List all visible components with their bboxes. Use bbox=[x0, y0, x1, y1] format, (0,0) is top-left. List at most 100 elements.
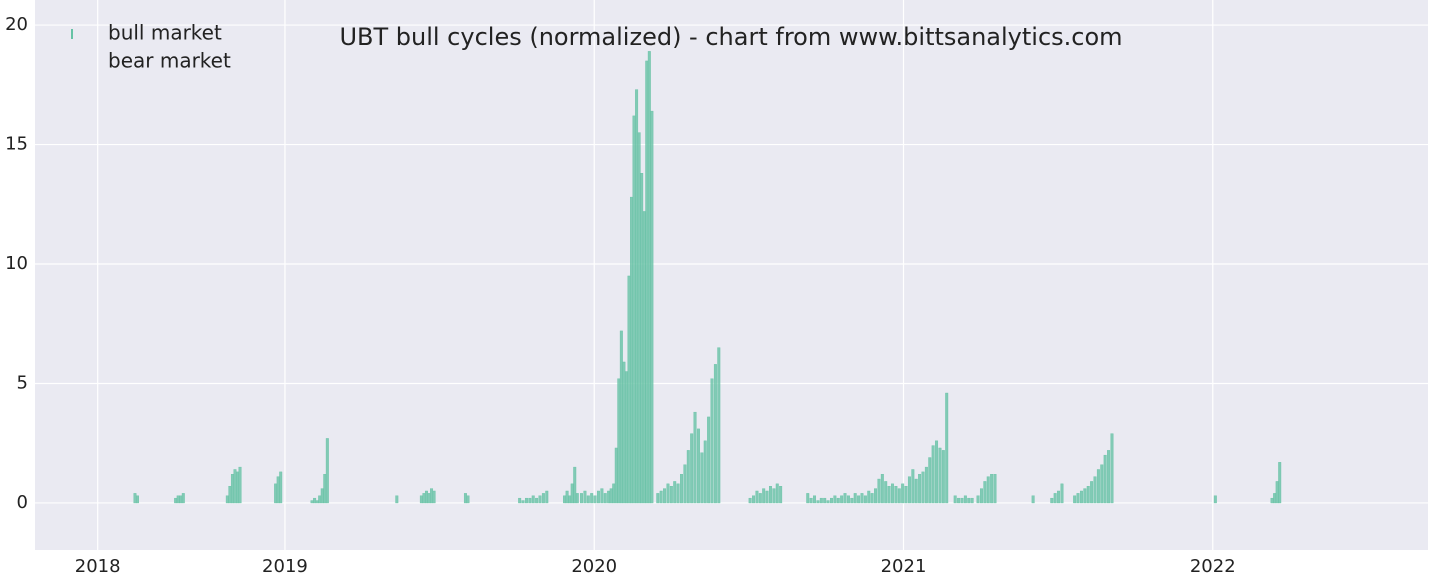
bar bbox=[857, 495, 861, 504]
bar bbox=[323, 474, 327, 504]
bar bbox=[320, 488, 324, 504]
bars bbox=[133, 51, 1282, 504]
bar bbox=[1100, 464, 1104, 504]
bar bbox=[624, 371, 628, 504]
bar bbox=[928, 457, 932, 504]
y-tick-label: 15 bbox=[5, 134, 28, 155]
bar bbox=[1073, 495, 1077, 504]
bar bbox=[707, 416, 711, 504]
bar bbox=[935, 440, 939, 504]
bar bbox=[840, 495, 844, 504]
bar bbox=[573, 466, 577, 504]
bar bbox=[860, 493, 864, 504]
bar bbox=[693, 411, 697, 504]
bar bbox=[583, 490, 587, 504]
bar bbox=[914, 478, 918, 504]
bar bbox=[850, 497, 854, 504]
grid bbox=[35, 0, 1428, 550]
bar bbox=[1060, 483, 1064, 504]
x-tick-label: 2020 bbox=[571, 556, 617, 577]
bar bbox=[318, 495, 322, 504]
bar bbox=[1096, 469, 1100, 504]
bar bbox=[531, 495, 535, 504]
bar bbox=[690, 433, 694, 504]
bar bbox=[463, 493, 467, 504]
bar bbox=[279, 471, 283, 504]
bar bbox=[427, 493, 431, 504]
bar bbox=[945, 392, 949, 504]
bar bbox=[276, 476, 280, 504]
bar bbox=[659, 490, 663, 504]
bar bbox=[830, 497, 833, 504]
bar bbox=[538, 495, 542, 504]
y-tick-label: 10 bbox=[5, 253, 28, 274]
bar bbox=[863, 495, 867, 504]
bar bbox=[570, 483, 574, 504]
bar bbox=[772, 488, 776, 504]
bar bbox=[967, 497, 971, 504]
bar bbox=[867, 490, 871, 504]
bar bbox=[419, 495, 423, 504]
bar bbox=[395, 495, 399, 504]
bar bbox=[603, 493, 607, 504]
bar bbox=[313, 497, 317, 504]
bar bbox=[826, 500, 830, 504]
bar bbox=[921, 471, 925, 504]
bar bbox=[1057, 490, 1061, 504]
bar bbox=[907, 476, 911, 504]
bar bbox=[422, 493, 426, 504]
bar bbox=[593, 495, 597, 504]
bar bbox=[274, 483, 278, 504]
bar bbox=[545, 490, 549, 504]
bar bbox=[836, 497, 840, 504]
bar bbox=[669, 486, 673, 504]
bar bbox=[1270, 497, 1274, 504]
bar bbox=[535, 497, 539, 504]
bar bbox=[1093, 476, 1097, 504]
bar bbox=[136, 495, 139, 504]
bar bbox=[806, 493, 810, 504]
bar bbox=[642, 211, 646, 504]
bar bbox=[1110, 433, 1114, 504]
chart-title: UBT bull cycles (normalized) - chart fro… bbox=[339, 23, 1122, 51]
bar bbox=[1086, 486, 1090, 504]
bar bbox=[960, 497, 964, 504]
bar bbox=[700, 452, 704, 504]
bar bbox=[887, 486, 891, 504]
bar bbox=[614, 447, 618, 504]
bar bbox=[696, 428, 700, 504]
bar bbox=[713, 364, 717, 504]
x-tick-label: 2018 bbox=[75, 556, 121, 577]
bar bbox=[676, 483, 680, 504]
bar bbox=[853, 493, 857, 504]
bar bbox=[986, 476, 990, 504]
legend-label: bull market bbox=[108, 21, 222, 45]
bar bbox=[666, 483, 670, 504]
bar bbox=[904, 486, 908, 504]
bar bbox=[765, 490, 769, 504]
bar bbox=[596, 490, 600, 504]
x-tick-label: 2022 bbox=[1190, 556, 1236, 577]
bar bbox=[1053, 493, 1057, 504]
bar bbox=[233, 469, 237, 504]
bar bbox=[843, 493, 847, 504]
bar bbox=[622, 361, 626, 504]
bar bbox=[590, 493, 594, 504]
bar bbox=[993, 474, 997, 504]
bar bbox=[174, 497, 178, 504]
bar bbox=[710, 378, 714, 504]
bar bbox=[953, 495, 957, 504]
bar bbox=[880, 474, 884, 504]
bar bbox=[1273, 493, 1277, 504]
bar bbox=[1275, 481, 1279, 504]
bar bbox=[911, 469, 915, 504]
bar bbox=[650, 110, 654, 504]
bar bbox=[891, 483, 894, 504]
bar bbox=[528, 497, 532, 504]
bar bbox=[627, 275, 631, 504]
bar bbox=[466, 495, 470, 504]
bar bbox=[1213, 495, 1217, 504]
bar bbox=[619, 330, 623, 504]
bar bbox=[970, 497, 974, 504]
